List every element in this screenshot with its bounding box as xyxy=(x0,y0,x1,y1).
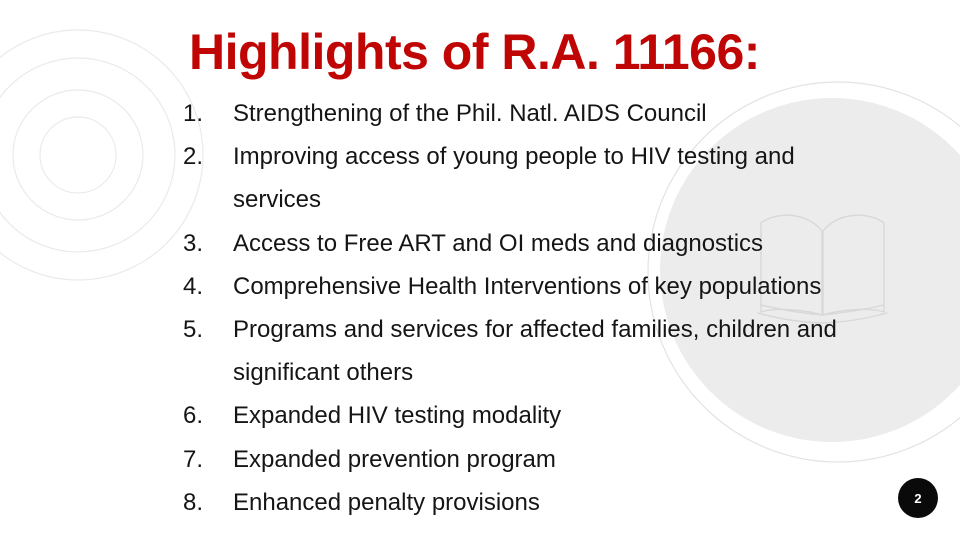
list-item: 2. Improving access of young people to H… xyxy=(183,135,837,221)
list-item: 7. Expanded prevention program xyxy=(183,438,837,481)
list-item-text: Enhanced penalty provisions xyxy=(233,481,837,524)
list-item-text: Expanded HIV testing modality xyxy=(233,394,837,437)
slide-title: Highlights of R.A. 11166: xyxy=(189,24,760,80)
list-item: 6. Expanded HIV testing modality xyxy=(183,394,837,437)
list-item-text: Access to Free ART and OI meds and diagn… xyxy=(233,222,837,265)
concentric-circles-decoration xyxy=(0,29,204,281)
list-item-number: 1. xyxy=(183,100,204,127)
list-item-text: Programs and services for affected famil… xyxy=(233,308,837,394)
page-number-badge: 2 xyxy=(898,478,938,518)
list-item-line: Strengthening of the Phil. Natl. AIDS Co… xyxy=(233,100,707,127)
list-item: 1. Strengthening of the Phil. Natl. AIDS… xyxy=(183,92,837,135)
list-item-number: 4. xyxy=(183,272,204,300)
list-item-line: Programs and services for affected famil… xyxy=(233,316,837,344)
list-item-number: 5. xyxy=(183,316,204,344)
list-item-text: Improving access of young people to HIV … xyxy=(233,135,837,221)
list-item-number: 2. xyxy=(183,143,204,171)
list-item-number: 3. xyxy=(183,229,204,257)
list-item-line: Enhanced penalty provisions xyxy=(233,488,540,516)
list-item: 3. Access to Free ART and OI meds and di… xyxy=(183,222,837,265)
page-number: 2 xyxy=(914,490,922,506)
list-item-number: 8. xyxy=(183,488,204,516)
list-item-number: 7. xyxy=(183,445,204,473)
list-item-line: significant others xyxy=(233,359,414,387)
list-item: 5. Programs and services for affected fa… xyxy=(183,308,837,394)
list-item-line: Expanded HIV testing modality xyxy=(233,402,562,430)
list-item-text: Expanded prevention program xyxy=(233,438,837,481)
open-book-icon xyxy=(757,214,888,324)
list-item: 4. Comprehensive Health Interventions of… xyxy=(183,265,837,308)
list-item-line: services xyxy=(233,186,322,214)
highlights-list: 1. Strengthening of the Phil. Natl. AIDS… xyxy=(183,92,837,524)
list-item-line: Comprehensive Health Interventions of ke… xyxy=(233,272,822,300)
list-item-line: Access to Free ART and OI meds and diagn… xyxy=(233,229,764,257)
list-item-text: Comprehensive Health Interventions of ke… xyxy=(233,265,837,308)
list-item-line: Expanded prevention program xyxy=(233,445,556,473)
list-item-number: 6. xyxy=(183,402,204,430)
list-item-text: Strengthening of the Phil. Natl. AIDS Co… xyxy=(233,92,837,135)
large-circle-decoration xyxy=(647,81,960,463)
list-item: 8. Enhanced penalty provisions xyxy=(183,481,837,524)
list-item-line: Improving access of young people to HIV … xyxy=(233,143,795,171)
